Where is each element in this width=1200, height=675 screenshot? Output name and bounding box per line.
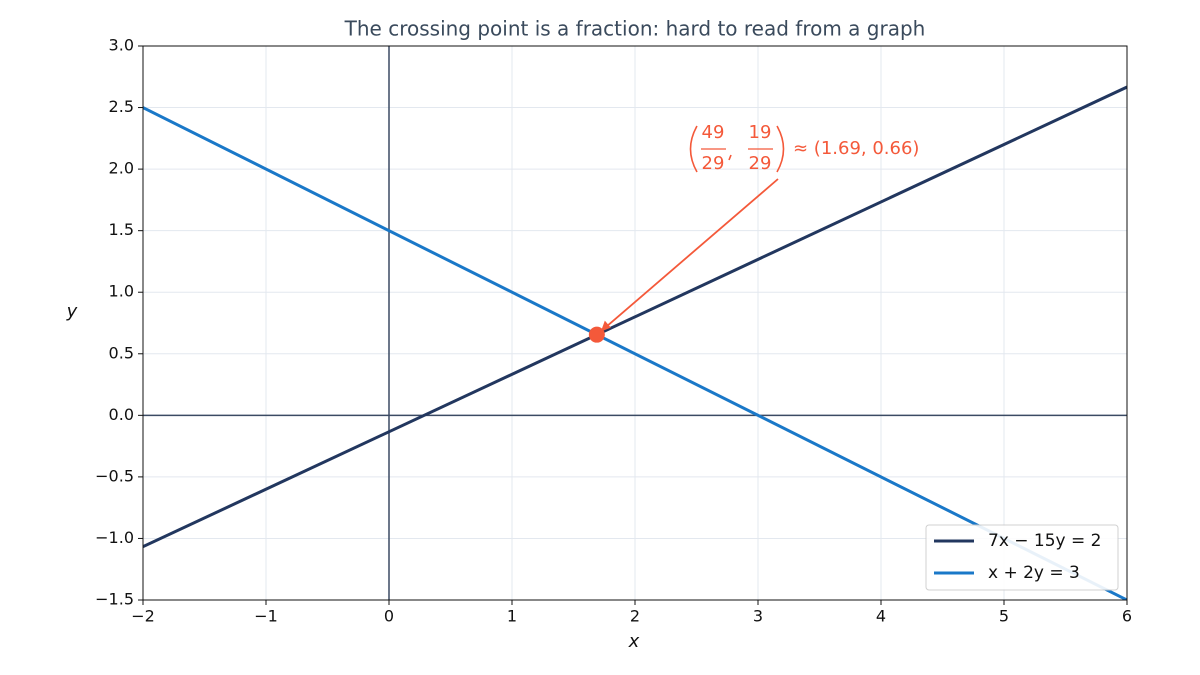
fraction-num: 19	[749, 122, 772, 143]
y-tick-label: 0.0	[109, 405, 134, 424]
y-tick-label: 1.5	[109, 220, 134, 239]
y-tick-label: −0.5	[95, 466, 134, 485]
x-tick-label: 2	[630, 607, 640, 626]
x-tick-label: −2	[131, 607, 155, 626]
intersection-point	[588, 326, 605, 343]
y-tick-label: −1.0	[95, 528, 134, 547]
y-axis-label: y	[66, 301, 78, 322]
series-line	[143, 85, 1127, 549]
paren	[776, 125, 785, 173]
fraction-den: 29	[702, 153, 725, 174]
annotation-arrow	[602, 178, 779, 331]
y-tick-label: 1.0	[109, 282, 134, 301]
x-axis-label: x	[628, 631, 640, 652]
annotation-label: ≈ (1.69, 0.66)	[793, 138, 919, 159]
legend-label: x + 2y = 3	[988, 563, 1080, 583]
legend-label: 7x − 15y = 2	[988, 531, 1102, 551]
y-tick-label: 0.5	[109, 343, 134, 362]
x-tick-label: 0	[384, 607, 394, 626]
x-tick-label: 1	[507, 607, 517, 626]
y-tick-label: 2.0	[109, 159, 134, 178]
chart-title: The crossing point is a fraction: hard t…	[344, 17, 926, 41]
y-tick-label: −1.5	[95, 590, 134, 609]
plot-frame	[142, 45, 1128, 601]
series-line	[143, 106, 1127, 600]
fraction-num: 49	[702, 122, 725, 143]
y-tick-label: 3.0	[109, 36, 134, 55]
fraction-den: 29	[749, 153, 772, 174]
x-tick-label: 6	[1122, 607, 1132, 626]
paren	[689, 125, 698, 173]
arrow-head	[600, 320, 611, 332]
x-tick-label: 3	[753, 607, 763, 626]
y-tick-label: 2.5	[109, 97, 134, 116]
x-tick-label: 4	[876, 607, 886, 626]
comma	[728, 154, 732, 161]
x-tick-label: −1	[254, 607, 278, 626]
x-tick-label: 5	[999, 607, 1009, 626]
